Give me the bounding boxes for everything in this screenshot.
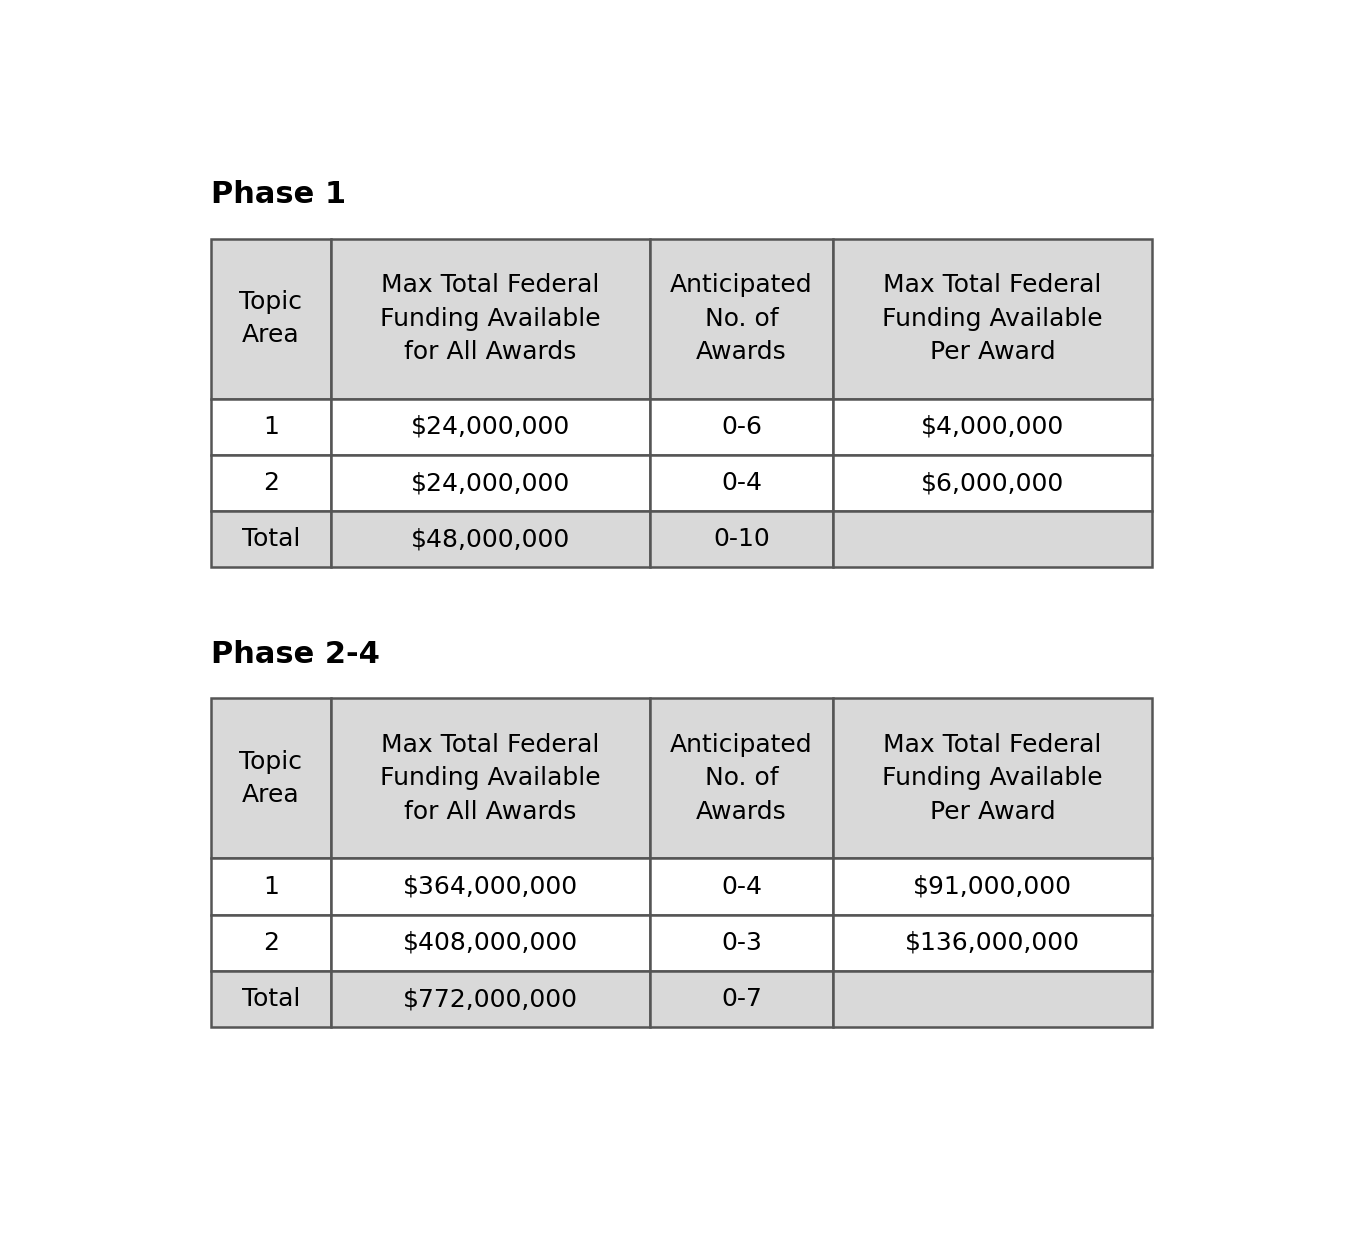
Text: Anticipated
No. of
Awards: Anticipated No. of Awards (670, 273, 813, 364)
Bar (331, 238, 649, 398)
Bar (211, 915, 331, 971)
Bar (211, 238, 331, 398)
Text: $136,000,000: $136,000,000 (904, 931, 1080, 955)
Bar (833, 915, 1152, 971)
Bar (211, 858, 331, 915)
Bar (211, 398, 331, 455)
Text: 0-4: 0-4 (721, 874, 761, 898)
Bar (651, 512, 833, 567)
Bar (833, 512, 1152, 567)
Bar (651, 858, 833, 915)
Text: $91,000,000: $91,000,000 (913, 874, 1072, 898)
Text: Total: Total (242, 987, 300, 1012)
Text: Anticipated
No. of
Awards: Anticipated No. of Awards (670, 733, 813, 824)
Text: Max Total Federal
Funding Available
for All Awards: Max Total Federal Funding Available for … (381, 273, 601, 364)
Bar (651, 915, 833, 971)
Text: $24,000,000: $24,000,000 (410, 415, 570, 438)
Text: Max Total Federal
Funding Available
Per Award: Max Total Federal Funding Available Per … (883, 273, 1103, 364)
Bar (211, 512, 331, 567)
Bar (651, 698, 833, 858)
Bar (331, 398, 649, 455)
Text: Phase 1: Phase 1 (211, 180, 346, 209)
Bar (833, 858, 1152, 915)
Text: 2: 2 (263, 471, 278, 495)
Bar (331, 915, 649, 971)
Bar (651, 455, 833, 512)
Text: 0-3: 0-3 (721, 931, 761, 955)
Bar (331, 698, 649, 858)
Text: Max Total Federal
Funding Available
for All Awards: Max Total Federal Funding Available for … (381, 733, 601, 824)
Text: 0-10: 0-10 (713, 527, 770, 552)
Text: 2: 2 (263, 931, 278, 955)
Text: 0-4: 0-4 (721, 471, 761, 495)
Bar (331, 455, 649, 512)
Bar (833, 238, 1152, 398)
Text: 1: 1 (263, 874, 278, 898)
Bar (833, 455, 1152, 512)
Text: $772,000,000: $772,000,000 (402, 987, 578, 1012)
Text: $6,000,000: $6,000,000 (921, 471, 1064, 495)
Bar (211, 698, 331, 858)
Bar (331, 858, 649, 915)
Bar (833, 398, 1152, 455)
Text: Total: Total (242, 527, 300, 552)
Text: $4,000,000: $4,000,000 (921, 415, 1064, 438)
Text: $364,000,000: $364,000,000 (402, 874, 578, 898)
Text: Topic
Area: Topic Area (239, 290, 302, 348)
Bar (833, 971, 1152, 1027)
Text: $48,000,000: $48,000,000 (410, 527, 570, 552)
Text: 1: 1 (263, 415, 278, 438)
Text: $408,000,000: $408,000,000 (402, 931, 578, 955)
Bar (833, 698, 1152, 858)
Bar (651, 398, 833, 455)
Bar (331, 971, 649, 1027)
Bar (651, 238, 833, 398)
Bar (211, 971, 331, 1027)
Bar (211, 455, 331, 512)
Bar (331, 512, 649, 567)
Text: Topic
Area: Topic Area (239, 750, 302, 808)
Text: Max Total Federal
Funding Available
Per Award: Max Total Federal Funding Available Per … (883, 733, 1103, 824)
Text: 0-7: 0-7 (721, 987, 761, 1012)
Bar (651, 971, 833, 1027)
Text: 0-6: 0-6 (721, 415, 761, 438)
Text: Phase 2-4: Phase 2-4 (211, 640, 379, 669)
Text: $24,000,000: $24,000,000 (410, 471, 570, 495)
